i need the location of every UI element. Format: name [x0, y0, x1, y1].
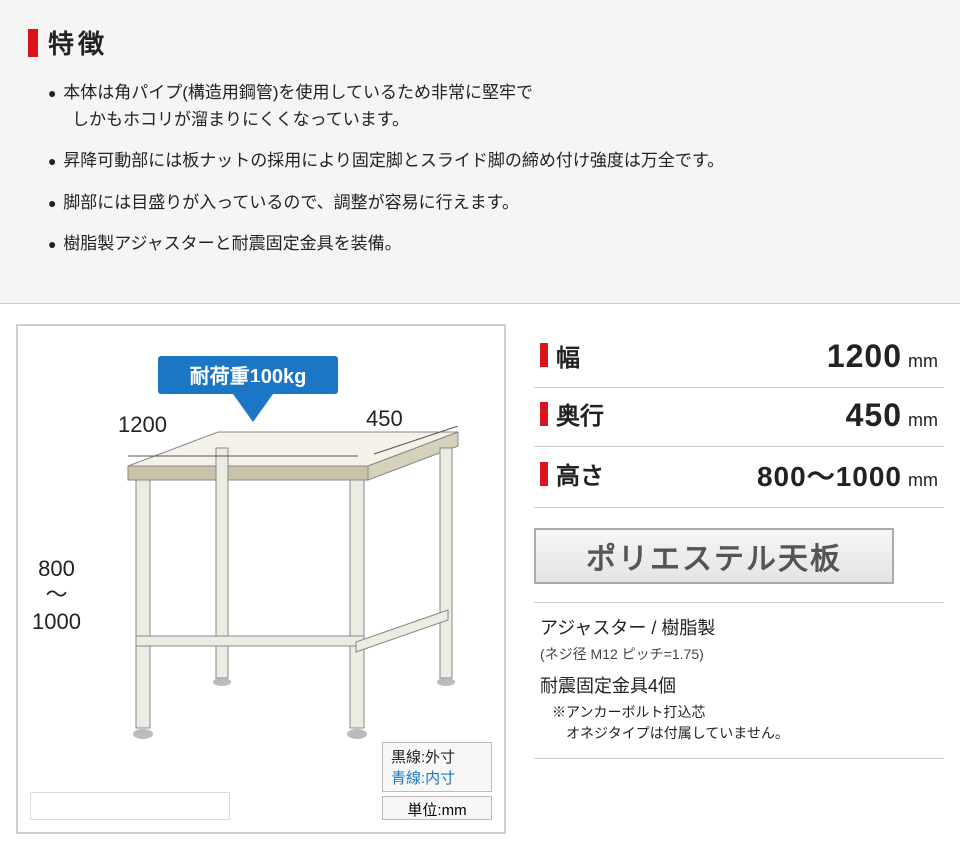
feature-text: 樹脂製アジャスターと耐震固定金具を装備。: [63, 234, 401, 253]
spec-row-height: 高さ 800〜1000 mm: [534, 447, 944, 508]
legend-inner: 青線:内寸: [391, 768, 483, 789]
features-section: 特徴 本体は角パイプ(構造用鋼管)を使用しているため非常に堅牢で しかもホコリが…: [0, 0, 960, 304]
table-illustration-icon: [98, 426, 478, 756]
bracket-note: ※アンカーボルト打込芯: [540, 702, 938, 723]
feature-item: 脚部には目盛りが入っているので、調整が容易に行えます。: [48, 189, 932, 216]
feature-item: 昇降可動部には板ナットの採用により固定脚とスライド脚の締め付け強度は万全です。: [48, 147, 932, 174]
spec-row-width: 幅 1200 mm: [534, 330, 944, 389]
spec-label: 高さ: [540, 456, 604, 491]
dimension-height-label: 800 〜 1000: [32, 556, 81, 635]
spec-row-depth: 奥行 450 mm: [534, 388, 944, 447]
spec-unit: mm: [908, 351, 938, 372]
spec-label-text: 高さ: [556, 456, 604, 491]
spec-value: 450: [604, 397, 902, 434]
features-title-row: 特徴: [28, 24, 932, 61]
spec-unit: mm: [908, 470, 938, 491]
specs-panel: 幅 1200 mm 奥行 450 mm 高さ 800〜1000 mm ポリエステ…: [534, 324, 944, 834]
spec-label: 奥行: [540, 396, 604, 431]
dim-height-tilde: 〜: [45, 582, 67, 607]
adjuster-sub: (ネジ径 M12 ピッチ=1.75): [540, 644, 938, 665]
product-diagram: 耐荷重100kg 1200 450 800 〜 1000: [16, 324, 506, 834]
feature-item: 本体は角パイプ(構造用鋼管)を使用しているため非常に堅牢で しかもホコリが溜まり…: [48, 79, 932, 133]
feature-text: 本体は角パイプ(構造用鋼管)を使用しているため非常に堅牢で: [63, 83, 533, 102]
dim-height-top: 800: [38, 556, 75, 581]
legend-outer: 黒線:外寸: [391, 747, 483, 768]
red-accent-bar-icon: [540, 402, 548, 426]
spec-label: 幅: [540, 338, 580, 373]
spec-unit: mm: [908, 410, 938, 431]
notes-box: アジャスター / 樹脂製 (ネジ径 M12 ピッチ=1.75) 耐震固定金具4個…: [534, 602, 944, 759]
feature-text: 脚部には目盛りが入っているので、調整が容易に行えます。: [63, 193, 519, 212]
feature-text: 昇降可動部には板ナットの採用により固定脚とスライド脚の締め付け強度は万全です。: [63, 151, 724, 170]
red-accent-bar-icon: [540, 462, 548, 486]
features-heading: 特徴: [48, 24, 108, 61]
spec-value: 1200: [580, 338, 902, 375]
spec-label-text: 幅: [556, 338, 580, 373]
bracket-note: オネジタイプは付属していません。: [540, 723, 938, 744]
red-accent-bar-icon: [28, 29, 38, 57]
spec-value: 800〜1000: [604, 455, 902, 495]
red-accent-bar-icon: [540, 343, 548, 367]
legend-box: 黒線:外寸 青線:内寸: [382, 742, 492, 792]
spec-label-text: 奥行: [556, 396, 604, 431]
feature-text-cont: しかもホコリが溜まりにくくなっています。: [48, 110, 409, 129]
feature-item: 樹脂製アジャスターと耐震固定金具を装備。: [48, 230, 932, 257]
dim-height-bottom: 1000: [32, 609, 81, 634]
arrow-down-icon: [233, 394, 273, 422]
unit-label: 単位:mm: [382, 796, 492, 820]
material-badge: ポリエステル天板: [534, 528, 894, 584]
feature-list: 本体は角パイプ(構造用鋼管)を使用しているため非常に堅牢で しかもホコリが溜まり…: [28, 79, 932, 257]
lower-section: 耐荷重100kg 1200 450 800 〜 1000: [0, 304, 960, 834]
bracket-title: 耐震固定金具4個: [540, 673, 938, 700]
blank-spacer: [30, 792, 230, 820]
adjuster-title: アジャスター / 樹脂製: [540, 615, 938, 642]
